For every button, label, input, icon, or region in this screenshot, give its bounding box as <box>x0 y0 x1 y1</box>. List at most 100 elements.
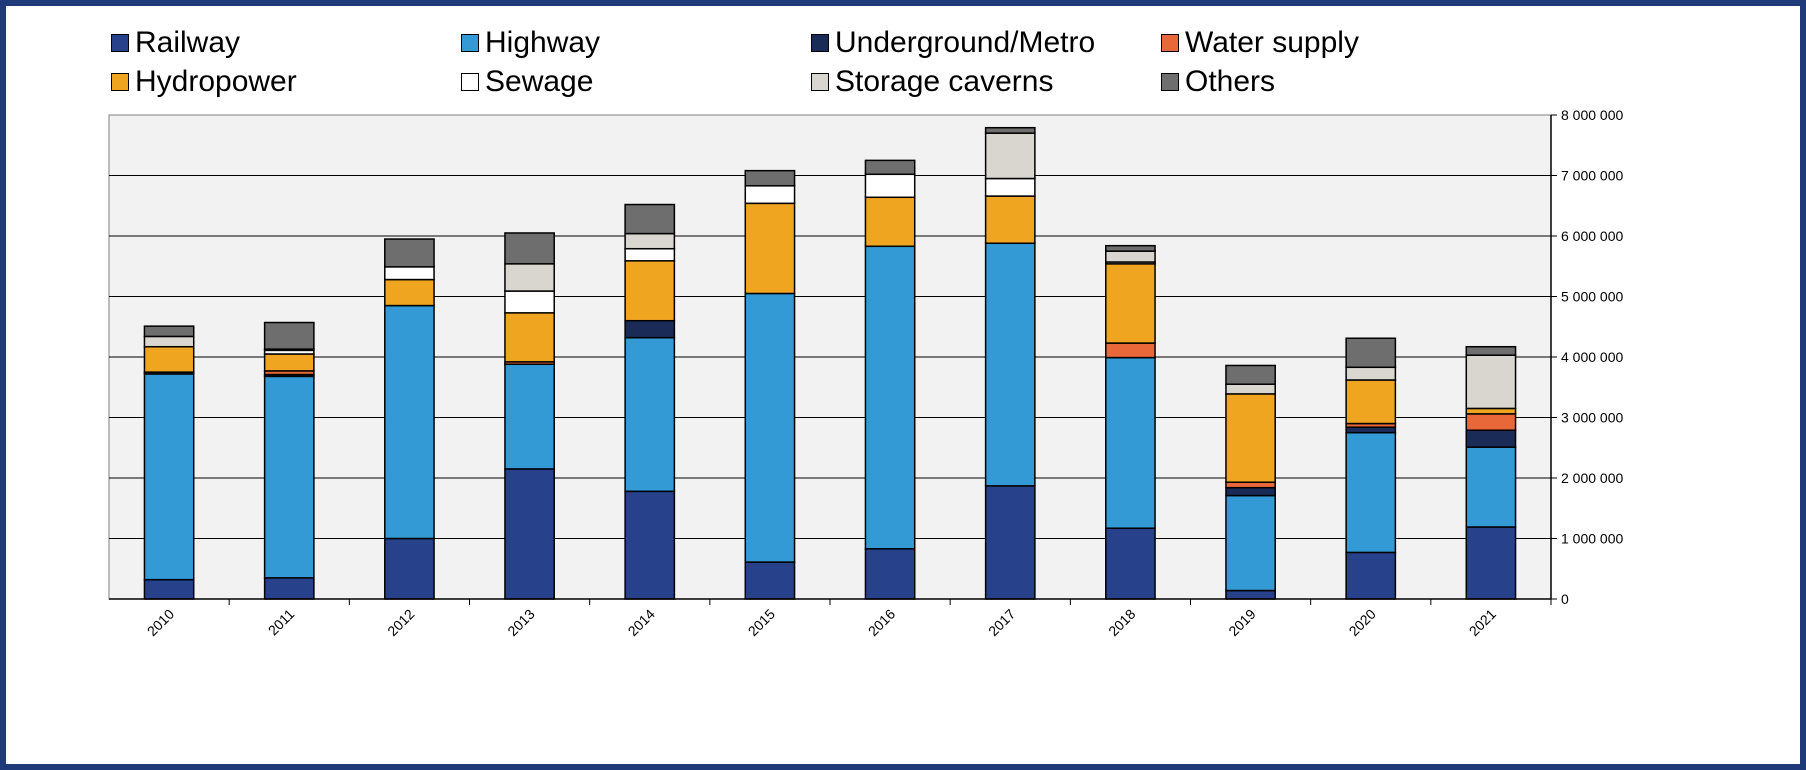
bar-2011-hydropower <box>263 353 315 372</box>
bars <box>143 126 1517 600</box>
legend-swatch <box>111 34 129 52</box>
x-tick-label: 2012 <box>384 606 417 639</box>
bar-2014-underground-metro <box>624 319 676 339</box>
x-tick-label: 2017 <box>985 606 1018 639</box>
legend-label: Highway <box>485 26 601 59</box>
bar-2012-hydropower <box>384 278 435 307</box>
bar-2016-sewage <box>864 173 916 199</box>
bar-2019-storage-caverns <box>1225 383 1276 395</box>
bar-2017-railway <box>984 485 1036 600</box>
bar-2017-hydropower <box>984 195 1036 245</box>
bar-2021-water-supply <box>1465 413 1517 431</box>
bar-2017-highway <box>984 242 1036 487</box>
bar-2018-storage-caverns <box>1105 250 1156 263</box>
legend-swatch <box>1161 34 1179 52</box>
bar-2015-highway <box>744 292 796 563</box>
bar-2019-railway <box>1225 589 1276 600</box>
bar-2020-others <box>1345 337 1397 369</box>
bar-2021-storage-caverns <box>1465 354 1517 410</box>
bar-2011-highway <box>263 375 315 579</box>
legend-item-railway: Railway <box>111 26 240 60</box>
bar-2021-highway <box>1465 446 1517 528</box>
bar-2012-highway <box>384 304 435 540</box>
bar-2014-others <box>624 203 676 235</box>
y-tick-label: 2 000 000 <box>1561 470 1623 486</box>
bar-2015-others <box>744 169 796 187</box>
y-tick-label: 8 000 000 <box>1561 107 1623 123</box>
bar-2010-others <box>143 325 195 338</box>
legend-swatch <box>461 73 479 91</box>
bar-2020-railway <box>1345 551 1397 600</box>
bar-2017-storage-caverns <box>984 132 1036 180</box>
legend-label: Hydropower <box>135 65 297 98</box>
legend-item-water-supply: Water supply <box>1161 26 1359 60</box>
bar-2020-highway <box>1345 431 1397 554</box>
x-tick-label: 2016 <box>865 606 898 639</box>
legend-item-hydropower: Hydropower <box>111 65 297 99</box>
x-tick-label: 2011 <box>265 606 298 639</box>
legend-item-storage-caverns: Storage caverns <box>811 65 1053 99</box>
bar-2019-water-supply <box>1225 481 1276 489</box>
bar-2015-hydropower <box>744 202 796 295</box>
bar-2018-railway <box>1105 527 1156 600</box>
bar-2016-others <box>864 159 916 176</box>
bar-2013-highway <box>504 363 555 470</box>
x-tick-label: 2019 <box>1225 606 1258 639</box>
gridlines <box>109 175 1551 539</box>
bar-2021-underground-metro <box>1465 429 1517 448</box>
legend-swatch <box>811 34 829 52</box>
bar-2013-hydropower <box>504 312 555 363</box>
bar-2016-railway <box>864 548 916 600</box>
bar-2018-others <box>1105 244 1156 252</box>
bar-2017-others <box>984 126 1036 134</box>
bar-2014-storage-caverns <box>624 232 676 250</box>
chart-legend: Railway Highway Underground/Metro Water sup… <box>6 6 1800 116</box>
chart-frame: Railway Highway Underground/Metro Water sup… <box>6 6 1800 764</box>
legend-item-highway: Highway <box>461 26 600 60</box>
bar-2013-sewage <box>504 290 555 314</box>
bar-2021-others <box>1465 345 1517 356</box>
x-tick-label: 2020 <box>1346 606 1379 639</box>
bar-2012-railway <box>384 537 435 600</box>
bar-2013-railway <box>504 468 555 600</box>
legend-swatch <box>461 34 479 52</box>
bar-2017-sewage <box>984 177 1036 197</box>
x-tick-label: 2010 <box>144 606 177 639</box>
y-tick-label: 5 000 000 <box>1561 289 1623 305</box>
bar-2019-highway <box>1225 494 1276 592</box>
bar-2020-hydropower <box>1345 379 1397 425</box>
legend-item-underground-metro: Underground/Metro <box>811 26 1095 60</box>
y-tick-label: 6 000 000 <box>1561 228 1623 244</box>
legend-label: Railway <box>135 26 241 59</box>
bar-2011-railway <box>263 577 315 600</box>
bar-2013-others <box>504 232 555 265</box>
legend-swatch <box>111 73 129 91</box>
bar-2010-storage-caverns <box>143 335 195 348</box>
y-tick-label: 3 000 000 <box>1561 410 1623 426</box>
y-tick-label: 1 000 000 <box>1561 531 1623 547</box>
bar-2018-water-supply <box>1105 342 1156 359</box>
bar-2019-underground-metro <box>1225 486 1276 497</box>
legend-label: Sewage <box>485 65 594 98</box>
bar-2015-railway <box>744 561 796 600</box>
bar-2015-sewage <box>744 185 796 205</box>
bar-2019-others <box>1225 364 1276 385</box>
bar-2010-highway <box>143 373 195 581</box>
bar-2012-others <box>384 238 435 268</box>
bar-2012-sewage <box>384 266 435 281</box>
bar-2011-others <box>263 321 315 350</box>
bar-2014-sewage <box>624 247 676 262</box>
bar-2014-highway <box>624 336 676 493</box>
legend-label: Storage caverns <box>835 65 1054 98</box>
bar-2014-railway <box>624 490 676 600</box>
bar-2016-hydropower <box>864 196 916 248</box>
legend-swatch <box>1161 73 1179 91</box>
legend-label: Underground/Metro <box>835 26 1096 59</box>
x-tick-label: 2014 <box>625 606 658 639</box>
bar-2020-underground-metro <box>1345 426 1397 434</box>
x-tick-label: 2018 <box>1105 606 1138 639</box>
bar-2018-hydropower <box>1105 263 1156 344</box>
bar-2020-storage-caverns <box>1345 366 1397 381</box>
legend-item-others: Others <box>1161 65 1275 99</box>
bar-2021-hydropower <box>1465 407 1517 415</box>
